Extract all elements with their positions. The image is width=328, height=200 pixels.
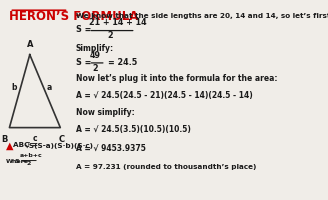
Text: We know that the side lengths are 20, 14 and 14, so let’s first find S.: We know that the side lengths are 20, 14… [75, 13, 328, 19]
Text: S =: S = [75, 58, 91, 67]
Text: 2: 2 [107, 31, 113, 40]
Text: A = √ 9453.9375: A = √ 9453.9375 [75, 144, 146, 153]
Text: a+b+c: a+b+c [20, 153, 43, 158]
Text: C: C [58, 136, 64, 144]
Text: Now let’s plug it into the formula for the area:: Now let’s plug it into the formula for t… [75, 74, 277, 83]
Text: HERON’S FORMULA: HERON’S FORMULA [10, 10, 139, 23]
Text: b: b [12, 83, 17, 92]
Text: S =: S = [14, 159, 27, 164]
Text: 2: 2 [92, 64, 98, 73]
Text: 49: 49 [90, 51, 100, 60]
Text: Now simplify:: Now simplify: [75, 108, 134, 117]
Text: ABC =: ABC = [13, 142, 41, 148]
Text: A = √ 24.5(3.5)(10.5)(10.5): A = √ 24.5(3.5)(10.5)(10.5) [75, 125, 191, 134]
Text: Simplify:: Simplify: [75, 44, 114, 53]
Text: 21 + 14 + 14: 21 + 14 + 14 [90, 18, 147, 27]
Text: 2: 2 [27, 161, 31, 166]
Text: A: A [27, 40, 33, 49]
Text: S =: S = [75, 25, 91, 34]
Text: Where: Where [6, 159, 29, 164]
Text: A = √ 24.5(24.5 - 21)(24.5 - 14)(24.5 - 14): A = √ 24.5(24.5 - 21)(24.5 - 14)(24.5 - … [75, 91, 252, 100]
Text: = 24.5: = 24.5 [108, 58, 137, 67]
Text: a: a [47, 83, 52, 92]
Text: A = 97.231 (rounded to thousandth’s place): A = 97.231 (rounded to thousandth’s plac… [75, 164, 256, 170]
Text: c: c [32, 134, 37, 143]
Text: ▲: ▲ [6, 140, 13, 150]
Text: √S(S-a)(S·b)(S·c): √S(S-a)(S·b)(S·c) [25, 142, 94, 149]
Text: B: B [1, 136, 8, 144]
